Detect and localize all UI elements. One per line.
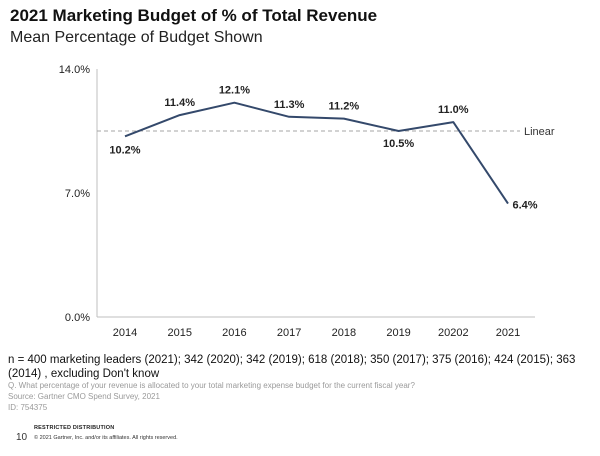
data-label: 11.4%: [164, 97, 195, 109]
data-label: 6.4%: [512, 200, 537, 212]
data-label: 10.2%: [109, 144, 140, 156]
series-line: [124, 101, 509, 205]
restricted-label: RESTRICTED DISTRIBUTION: [34, 425, 115, 431]
page-number: 10: [16, 432, 28, 443]
data-label: 10.5%: [383, 138, 414, 150]
y-tick-label: 14.0%: [59, 64, 90, 76]
data-label: 12.1%: [219, 85, 250, 97]
linear-reference-label: Linear: [524, 126, 555, 138]
survey-question: Q. What percentage of your revenue is al…: [8, 381, 415, 390]
x-tick-label: 2015: [167, 327, 191, 339]
x-tick-label: 2017: [277, 327, 301, 339]
line-chart: 0.0% 7.0% 14.0% 2014 2015 2016 2017 2018 2019 202…: [59, 64, 555, 339]
chart-subtitle: Mean Percentage of Budget Shown: [10, 29, 263, 46]
source-line: Source: Gartner CMO Spend Survey, 2021: [8, 392, 160, 401]
x-tick-label: 2021: [496, 327, 520, 339]
x-tick-label: 2016: [222, 327, 246, 339]
data-label: 11.3%: [274, 99, 305, 111]
x-tick-label: 20202: [438, 327, 469, 339]
x-tick-label: 2019: [386, 327, 410, 339]
y-tick-label: 0.0%: [65, 312, 90, 324]
sample-size-note: n = 400 marketing leaders (2021); 342 (2…: [8, 354, 576, 380]
data-label: 11.2%: [329, 101, 360, 113]
data-label: 11.0%: [438, 104, 469, 116]
x-tick-label: 2014: [113, 327, 137, 339]
x-tick-label: 2018: [332, 327, 356, 339]
copyright-notice: © 2021 Gartner, Inc. and/or its affiliat…: [34, 435, 178, 441]
document-id: ID: 754375: [8, 403, 48, 412]
chart-title: 2021 Marketing Budget of % of Total Reve…: [10, 6, 378, 25]
y-tick-label: 7.0%: [65, 188, 90, 200]
